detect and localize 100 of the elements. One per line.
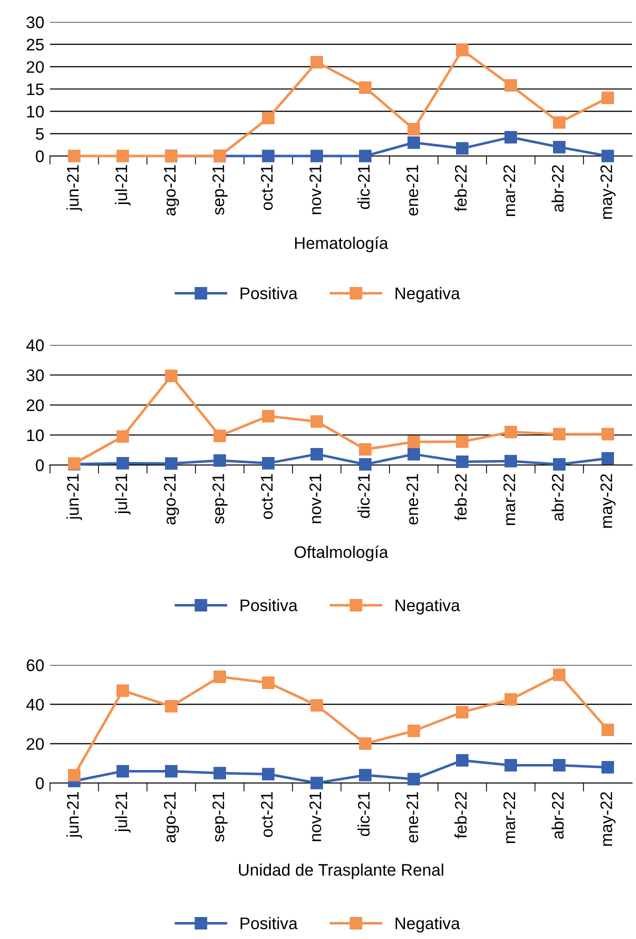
- x-tick-label: feb-22: [454, 792, 467, 838]
- point: [504, 454, 517, 468]
- point: [310, 150, 323, 162]
- point: [214, 766, 226, 780]
- point: [408, 122, 420, 136]
- point: [214, 430, 226, 442]
- x-tick-label: feb-22: [454, 165, 467, 212]
- y-tick-label: 60: [26, 659, 44, 672]
- point: [116, 430, 129, 443]
- y-tick-label: 0: [36, 459, 44, 472]
- x-tick-label: oct-21: [260, 474, 273, 519]
- y-tick-label: 0: [36, 150, 44, 162]
- point: [408, 136, 420, 149]
- y-tick-label: 0: [36, 777, 44, 790]
- point: [214, 670, 226, 684]
- point: [68, 768, 80, 782]
- point: [602, 92, 614, 104]
- point: [359, 81, 372, 94]
- point: [165, 370, 178, 382]
- point: [602, 150, 614, 162]
- y-tick-label: 20: [26, 61, 44, 73]
- point: [165, 764, 178, 778]
- x-tick-label: mar-22: [503, 792, 516, 844]
- y-tick-label: 15: [27, 84, 44, 96]
- point: [553, 759, 566, 772]
- point: [602, 452, 614, 465]
- x-tick-label: jun-21: [66, 165, 82, 212]
- x-tick-label: abr-22: [551, 165, 564, 212]
- point: [262, 676, 274, 689]
- x-tick-label: ago-21: [164, 474, 180, 525]
- x-tick-label: ago-21: [164, 792, 180, 843]
- x-tick-label: sep-21: [212, 792, 228, 842]
- point: [504, 130, 517, 144]
- point: [456, 44, 468, 56]
- y-tick-label: 10: [27, 429, 44, 442]
- point: [68, 150, 80, 162]
- point: [602, 761, 614, 774]
- point: [165, 457, 178, 470]
- y-tick-label: 40: [26, 339, 44, 352]
- y-tick-label: 40: [26, 698, 44, 711]
- x-axis-title: Hematología: [295, 236, 388, 252]
- point: [116, 764, 129, 778]
- point: [359, 443, 372, 456]
- x-tick-label: oct-21: [260, 165, 273, 210]
- x-tick-label: nov-21: [309, 792, 322, 842]
- legend-label: Negativa: [396, 917, 460, 933]
- y-tick-label: 10: [27, 106, 44, 118]
- y-tick-label: 20: [26, 399, 44, 412]
- point: [262, 456, 274, 470]
- x-tick-label: jun-21: [66, 792, 82, 838]
- point: [310, 415, 323, 428]
- x-tick-label: jul-21: [114, 792, 131, 832]
- y-tick-label: 5: [36, 128, 44, 140]
- point: [310, 448, 323, 460]
- y-tick-label: 20: [26, 738, 44, 750]
- x-tick-label: dic-21: [357, 165, 370, 210]
- legend-label: Positiva: [240, 599, 298, 612]
- x-tick-label: oct-21: [260, 792, 273, 837]
- x-axis-title: Oftalmología: [294, 546, 388, 562]
- x-tick-label: sep-21: [212, 474, 228, 524]
- legend-label: Positiva: [240, 917, 298, 930]
- x-tick-label: dic-21: [357, 474, 370, 518]
- x-tick-label: may-22: [600, 792, 616, 846]
- point: [553, 116, 566, 129]
- point: [602, 428, 614, 440]
- y-tick-label: 30: [26, 16, 44, 28]
- point: [408, 436, 420, 448]
- point: [116, 684, 129, 697]
- x-tick-label: ene-21: [406, 792, 418, 843]
- point: [504, 693, 517, 706]
- x-tick-label: feb-22: [454, 474, 467, 520]
- x-tick-label: may-22: [600, 165, 616, 219]
- point: [504, 759, 517, 772]
- point: [553, 428, 566, 440]
- x-tick-label: may-22: [600, 474, 616, 528]
- y-tick-label: 25: [26, 38, 44, 51]
- point: [116, 150, 129, 162]
- point: [359, 150, 372, 162]
- point: [456, 754, 468, 767]
- point: [456, 435, 468, 448]
- point: [310, 699, 323, 712]
- point: [359, 458, 372, 471]
- x-tick-label: nov-21: [309, 474, 322, 524]
- legend-label: Negativa: [396, 287, 460, 303]
- point: [456, 706, 468, 718]
- y-tick-label: 30: [26, 369, 44, 382]
- x-tick-label: jul-21: [114, 165, 131, 206]
- x-tick-label: dic-21: [357, 792, 370, 836]
- x-tick-label: ene-21: [406, 165, 418, 216]
- point: [262, 150, 274, 162]
- x-tick-label: ene-21: [406, 474, 418, 525]
- point: [310, 56, 323, 68]
- point: [456, 455, 468, 468]
- point: [116, 456, 129, 470]
- point: [602, 724, 614, 736]
- point: [553, 458, 566, 471]
- x-tick-label: mar-22: [503, 165, 516, 216]
- point: [408, 772, 420, 786]
- x-tick-label: nov-21: [309, 165, 322, 214]
- x-tick-label: abr-22: [551, 792, 564, 839]
